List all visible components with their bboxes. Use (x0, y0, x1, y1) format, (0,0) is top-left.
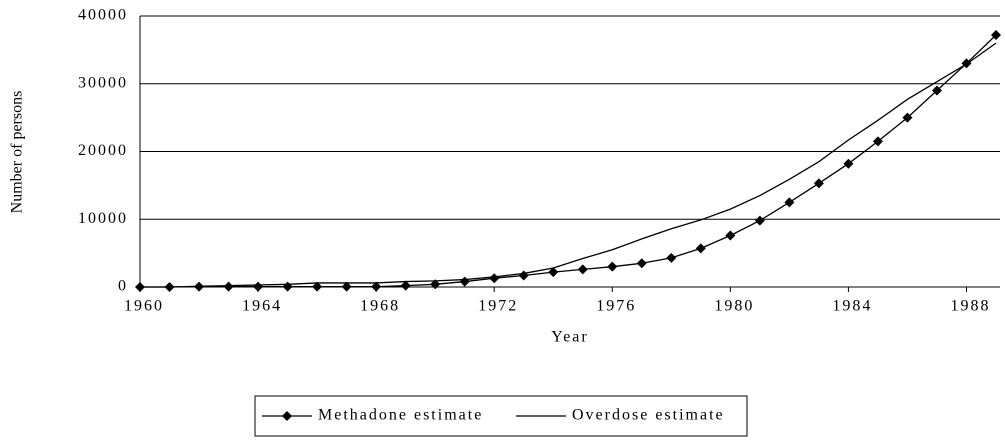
y-tick-label: 40000 (78, 7, 128, 24)
x-tick-label: 1980 (714, 298, 754, 315)
series-line (140, 34, 997, 288)
marker (754, 215, 765, 226)
marker (843, 158, 854, 169)
marker (548, 267, 559, 278)
marker (813, 178, 824, 189)
marker (784, 197, 795, 208)
x-tick-label: 1976 (596, 298, 636, 315)
x-tick-label: 1968 (360, 298, 400, 315)
marker (489, 273, 500, 284)
y-tick-label: 0 (118, 278, 128, 295)
marker (931, 85, 942, 96)
marker (695, 243, 706, 254)
marker (636, 258, 647, 269)
y-tick-label: 30000 (78, 74, 128, 91)
marker (902, 112, 913, 123)
legend-box (254, 395, 748, 437)
series-line (140, 42, 997, 288)
y-tick-label: 20000 (78, 142, 128, 159)
x-tick-label: 1984 (832, 298, 872, 315)
x-tick-label: 1988 (950, 298, 990, 315)
y-tick-label: 10000 (78, 210, 128, 227)
x-tick-label: 1960 (124, 298, 164, 315)
x-tick-label: 1964 (242, 298, 282, 315)
legend-label: Methadone estimate (318, 407, 483, 424)
legend-label: Overdose estimate (572, 407, 725, 424)
marker (518, 270, 529, 281)
legend-marker (282, 411, 292, 421)
marker (577, 264, 588, 275)
y-axis-label: Number of persons (9, 91, 26, 214)
x-axis-label: Year (551, 329, 588, 346)
marker (872, 136, 883, 147)
marker (400, 280, 411, 291)
marker (666, 252, 677, 263)
marker (991, 29, 1001, 40)
x-tick-label: 1972 (478, 298, 518, 315)
marker (459, 276, 470, 287)
marker (725, 230, 736, 241)
marker (607, 261, 618, 272)
